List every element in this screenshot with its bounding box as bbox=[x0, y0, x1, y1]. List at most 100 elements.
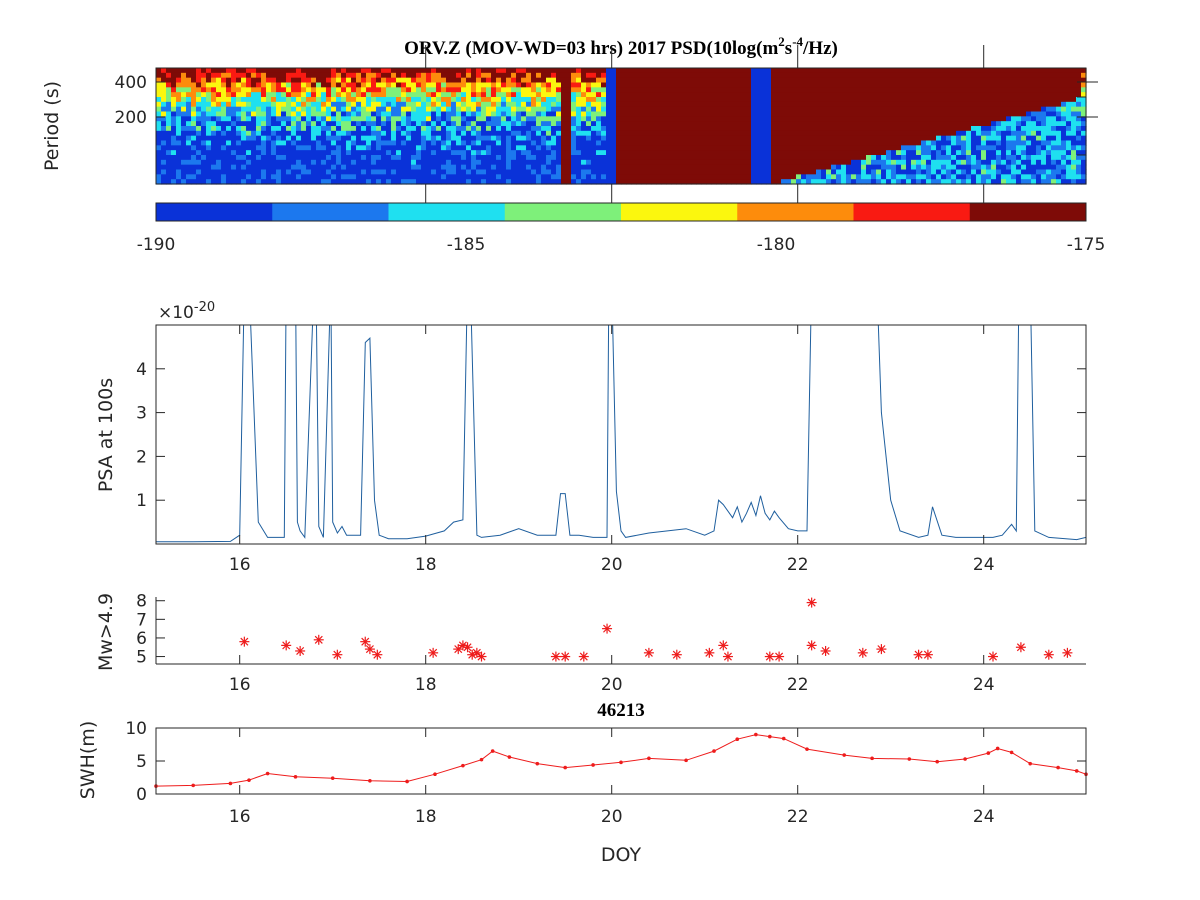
spectrogram-cell bbox=[516, 121, 522, 127]
spectrogram-cell bbox=[731, 121, 737, 127]
spectrogram-cell bbox=[1076, 82, 1082, 88]
spectrogram-cell bbox=[821, 106, 827, 113]
spectrogram-cell bbox=[331, 164, 337, 171]
spectrogram-cell bbox=[1066, 164, 1072, 171]
spectrogram-cell bbox=[661, 179, 667, 185]
spectrogram-cell bbox=[721, 72, 727, 79]
spectrogram-cell bbox=[471, 179, 477, 185]
spectrogram-cell bbox=[636, 87, 642, 93]
swh-point bbox=[842, 753, 846, 757]
spectrogram-cell bbox=[891, 155, 897, 161]
spectrogram-cell bbox=[1006, 174, 1012, 180]
spectrogram-cell bbox=[701, 174, 707, 180]
spectrogram-cell bbox=[476, 87, 482, 93]
spectrogram-cell bbox=[546, 106, 552, 113]
spectrogram-cell bbox=[1001, 68, 1007, 74]
spectrogram-cell bbox=[1046, 68, 1052, 74]
spectrogram-cell bbox=[566, 116, 572, 122]
spectrogram-cell bbox=[656, 111, 662, 117]
spectrogram-cell bbox=[841, 77, 847, 84]
spectrogram-cell bbox=[626, 126, 632, 132]
spectrogram-cell bbox=[931, 174, 937, 180]
spectrogram-cell bbox=[1046, 116, 1052, 122]
spectrogram-cell bbox=[296, 68, 302, 74]
spectrogram-cell bbox=[421, 87, 427, 93]
spectrogram-cell bbox=[916, 97, 922, 103]
spectrogram-cell bbox=[846, 68, 852, 74]
spectrogram-cell bbox=[341, 126, 347, 132]
spectrogram-cell bbox=[1041, 97, 1047, 103]
spectrogram-cell bbox=[1051, 72, 1057, 79]
spectrogram-cell bbox=[236, 111, 242, 117]
spectrogram-cell bbox=[191, 155, 197, 161]
spectrogram-cell bbox=[621, 106, 627, 113]
spectrogram-cell bbox=[246, 77, 252, 84]
spectrogram-cell bbox=[836, 179, 842, 185]
spectrogram-cell bbox=[826, 150, 832, 156]
spectrogram-cell bbox=[336, 164, 342, 171]
spectrogram-cell bbox=[936, 72, 942, 79]
spectrogram-cell bbox=[511, 87, 517, 93]
spectrogram-cell bbox=[811, 130, 817, 137]
spectrogram-cell bbox=[381, 169, 387, 175]
spectrogram-cell bbox=[481, 130, 487, 137]
spectrogram-cell bbox=[176, 179, 182, 185]
spectrogram-cell bbox=[566, 68, 572, 74]
spectrogram-cell bbox=[546, 87, 552, 93]
spectrogram-cell bbox=[661, 126, 667, 132]
spectrogram-cell bbox=[346, 155, 352, 161]
spectrogram-cell bbox=[1011, 130, 1017, 137]
spectrogram-cell bbox=[211, 164, 217, 171]
spectrogram-cell bbox=[641, 126, 647, 132]
spectrogram-cell bbox=[661, 106, 667, 113]
spectrogram-cell bbox=[591, 77, 597, 84]
spectrogram-cell bbox=[316, 130, 322, 137]
spectrogram-cell bbox=[566, 130, 572, 137]
spectrogram-cell bbox=[776, 87, 782, 93]
spectrogram-cell bbox=[741, 68, 747, 74]
spectrogram-cell bbox=[361, 121, 367, 127]
spectrogram-cell bbox=[936, 145, 942, 151]
spectrogram-cell bbox=[711, 111, 717, 117]
spectrogram-cell bbox=[646, 130, 652, 137]
spectrogram-cell bbox=[466, 77, 472, 84]
spectrogram-cell bbox=[606, 169, 612, 175]
spectrogram-cell bbox=[311, 87, 317, 93]
spectrogram-cell bbox=[781, 145, 787, 151]
spectrogram-cell bbox=[981, 159, 987, 166]
spectrogram-cell bbox=[921, 121, 927, 127]
spectrogram-cell bbox=[511, 169, 517, 175]
spectrogram-cell bbox=[931, 106, 937, 113]
spectrogram-cell bbox=[931, 135, 937, 142]
spectrogram-cell bbox=[741, 121, 747, 127]
spectrogram-cell bbox=[1026, 159, 1032, 166]
spectrogram-cell bbox=[281, 72, 287, 79]
spectrogram-cell bbox=[1016, 87, 1022, 93]
spectrogram-cell bbox=[306, 150, 312, 156]
spectrogram-cell bbox=[1066, 169, 1072, 175]
spectrogram-cell bbox=[456, 87, 462, 93]
spectrogram-cell bbox=[926, 164, 932, 171]
spectrogram-cell bbox=[606, 159, 612, 166]
spectrogram-cell bbox=[826, 135, 832, 142]
spectrogram-cell bbox=[321, 92, 327, 98]
spectrogram-cell bbox=[906, 111, 912, 117]
spectrogram-cell bbox=[371, 159, 377, 166]
spectrogram-cell bbox=[1041, 106, 1047, 113]
spectrogram-cell bbox=[1026, 106, 1032, 113]
spectrogram-cell bbox=[886, 116, 892, 122]
spectrogram-cell bbox=[521, 174, 527, 180]
spectrogram-cell bbox=[336, 174, 342, 180]
spectrogram-cell bbox=[371, 179, 377, 185]
spectrogram-cell bbox=[281, 130, 287, 137]
spectrogram-cell bbox=[236, 135, 242, 142]
spectrogram-cell bbox=[646, 116, 652, 122]
spectrogram-cell bbox=[1036, 116, 1042, 122]
spectrogram-cell bbox=[1026, 77, 1032, 84]
spectrogram-cell bbox=[536, 106, 542, 113]
spectrogram-cell bbox=[651, 155, 657, 161]
spectrogram-cell bbox=[181, 155, 187, 161]
spectrogram-cell bbox=[631, 72, 637, 79]
spectrogram-cell bbox=[526, 126, 532, 132]
spectrogram-cell bbox=[336, 150, 342, 156]
